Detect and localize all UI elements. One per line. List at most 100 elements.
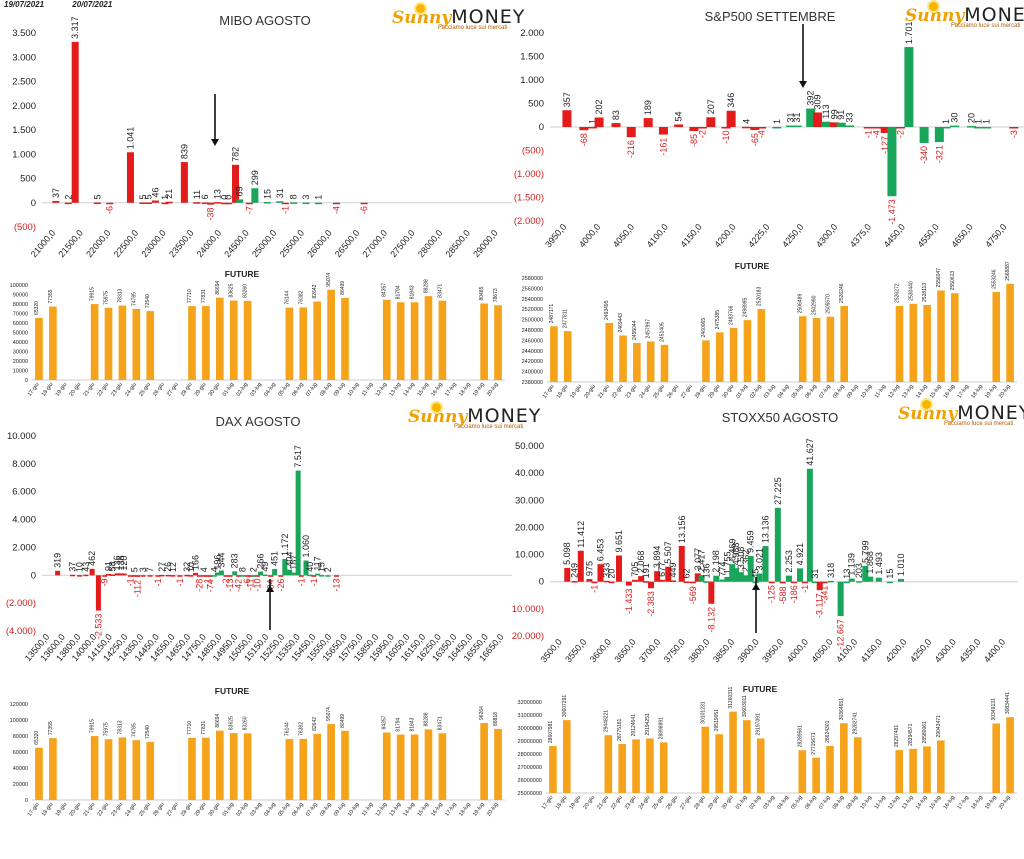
x-tick-label: 3750,0 [662, 637, 687, 665]
data-label: 136 [116, 555, 126, 570]
x-tick-label: 17-giu [542, 384, 556, 400]
future-data-label: 30101231 [700, 701, 706, 723]
x-tick-label: 14-lug [915, 795, 929, 811]
future-data-label: 28607981 [548, 721, 554, 743]
x-tick-label: 29-giu [194, 802, 208, 818]
x-tick-label: 25000,0 [250, 228, 279, 259]
data-label: 4.921 [795, 543, 805, 566]
bar [278, 575, 284, 577]
x-tick-label: 20-giu [69, 382, 83, 398]
bar [232, 571, 238, 576]
bar [307, 574, 313, 577]
future-data-label: 2528113 [922, 283, 928, 302]
data-label: 15 [262, 189, 272, 199]
data-label: -1 [126, 578, 136, 586]
data-label: -1 [175, 578, 185, 586]
bar [768, 581, 775, 584]
bar [697, 127, 707, 129]
future-data-label: 28624301 [825, 720, 831, 742]
x-tick-label: 17-lug [956, 795, 970, 811]
y-tick-label: 0 [539, 577, 544, 588]
bar [247, 575, 253, 577]
data-label: -10 [721, 130, 731, 143]
bar [683, 581, 690, 584]
data-label: -127 [880, 136, 890, 154]
future-bar [410, 734, 419, 800]
future-bar [327, 289, 335, 380]
x-tick-label: 26-giu [666, 384, 680, 400]
future-data-label: 2475385 [715, 310, 721, 330]
future-bar [35, 317, 43, 380]
x-tick-label: 4250,0 [908, 637, 933, 665]
y-tick-label: (1.000) [514, 169, 544, 180]
data-label: 3.894 [652, 546, 662, 569]
future-data-label: 83471 [437, 284, 443, 298]
future-data-label: 72540 [145, 725, 151, 739]
data-label: 283 [230, 553, 240, 568]
future-bar [243, 733, 252, 800]
x-tick-label: 4225,0 [746, 222, 771, 250]
data-label: 1.139 [847, 553, 857, 576]
bar [232, 164, 240, 203]
bar [862, 565, 869, 582]
bar [193, 572, 199, 576]
panel-future-sp500: FUTURE 2580000 2560000 2540000 2520000 250000… [512, 258, 1024, 403]
future-bar [604, 735, 613, 793]
bar [806, 468, 813, 582]
data-label: 189 [643, 100, 653, 115]
data-label: 1 [973, 119, 983, 124]
data-label: 451 [270, 551, 280, 566]
bar [919, 127, 929, 143]
bar [821, 121, 831, 127]
data-label: -1 [863, 130, 873, 138]
bar [603, 580, 610, 583]
arrow-head [799, 81, 807, 88]
x-tick-label: 17-giu [27, 382, 41, 398]
future-bar [132, 740, 141, 800]
data-label: 26 [163, 562, 173, 572]
future-data-label: 28394571 [908, 723, 914, 745]
bar [236, 575, 242, 577]
bar [772, 126, 782, 129]
brand-logo-4: SunnyMONEY Facciamo luce sui mercati [898, 400, 1024, 430]
x-tick-label: 18-giu [41, 382, 55, 398]
future-bar [299, 307, 308, 380]
bar [797, 568, 804, 582]
future-bar [118, 737, 127, 800]
x-tick-label: 17-giu [541, 795, 555, 811]
y-tick-label: 29000000 [518, 739, 542, 745]
x-tick-label: 01-lug [222, 802, 236, 818]
future-bar [909, 748, 917, 793]
y-tick-label: 20000 [13, 359, 28, 365]
future-bar [549, 746, 557, 793]
bar [875, 577, 882, 582]
chart-title: S&P500 SETTEMBRE [705, 9, 836, 24]
data-label: -1 [202, 578, 212, 586]
chart-sp500: S&P500 SETTEMBRE 2.000 1.500 1.000 500 0 (500)… [514, 9, 1024, 250]
future-data-label: 2556047 [936, 268, 942, 288]
y-tick-label: 50000 [13, 331, 28, 337]
bar [214, 572, 220, 576]
x-tick-label: 3950,0 [543, 222, 568, 250]
data-label: 30 [950, 113, 960, 123]
future-data-label: 2568887 [1005, 261, 1011, 281]
x-tick-label: 20-lug [486, 382, 500, 398]
data-label: -2 [895, 130, 905, 138]
x-tick-label: 15-lug [416, 802, 430, 818]
data-label: 299 [250, 170, 260, 185]
y-tick-label: 30000000 [518, 726, 542, 732]
x-tick-label: 19-lug [984, 795, 998, 811]
bar [302, 202, 310, 205]
future-data-label: 86499 [340, 281, 346, 295]
bar [290, 202, 298, 204]
y-tick-label: 3.500 [12, 28, 36, 39]
future-data-label: 76144 [284, 291, 290, 305]
x-tick-label: 4550,0 [916, 222, 941, 250]
brand-tagline: Facciamo luce sui mercati [944, 421, 1014, 427]
data-label: 1 [160, 195, 170, 200]
data-label: 5 [138, 194, 148, 199]
bar [941, 126, 951, 129]
data-label: 3 [138, 567, 148, 572]
x-tick-label: 19-giu [55, 382, 69, 398]
data-label: 2.068 [636, 551, 646, 574]
